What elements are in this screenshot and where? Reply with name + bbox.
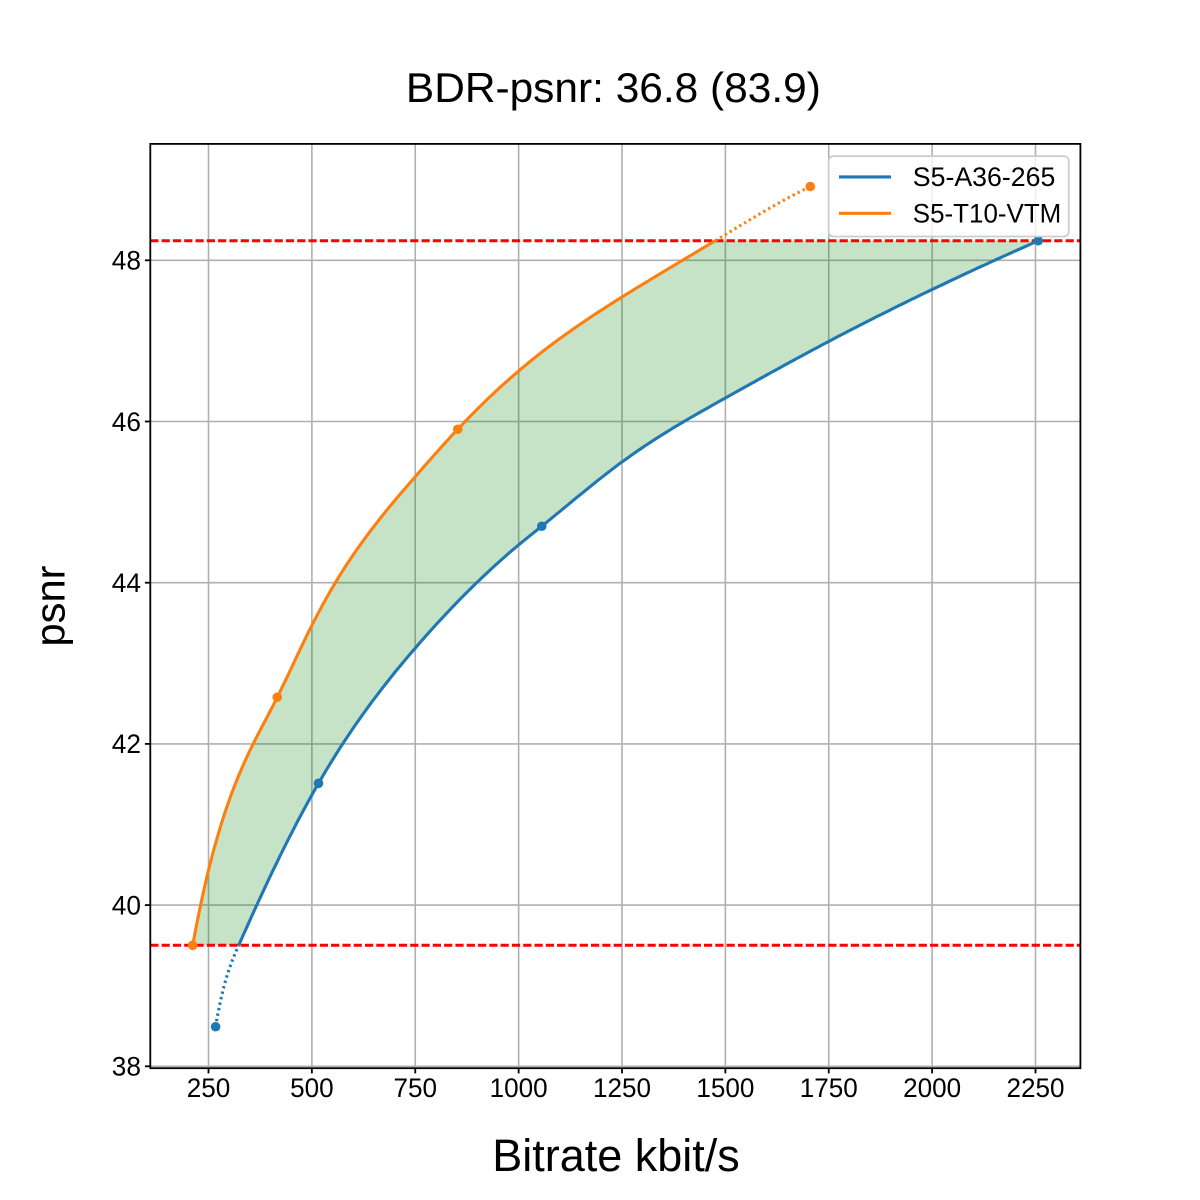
svg-text:1500: 1500	[696, 1073, 754, 1103]
svg-text:250: 250	[187, 1073, 231, 1103]
svg-text:500: 500	[290, 1073, 334, 1103]
svg-text:psnr: psnr	[27, 565, 74, 646]
svg-text:750: 750	[394, 1073, 438, 1103]
svg-text:44: 44	[112, 568, 141, 598]
svg-text:Bitrate kbit/s: Bitrate kbit/s	[492, 1130, 740, 1181]
svg-text:S5-A36-265: S5-A36-265	[913, 162, 1055, 192]
svg-text:2250: 2250	[1007, 1073, 1065, 1103]
svg-text:48: 48	[112, 246, 141, 276]
svg-text:1000: 1000	[490, 1073, 548, 1103]
svg-text:42: 42	[112, 729, 141, 759]
svg-text:46: 46	[112, 407, 141, 437]
svg-text:40: 40	[112, 890, 141, 920]
svg-text:2000: 2000	[903, 1073, 961, 1103]
svg-text:1750: 1750	[800, 1073, 858, 1103]
svg-text:S5-T10-VTM: S5-T10-VTM	[913, 199, 1062, 229]
svg-text:38: 38	[112, 1052, 141, 1082]
svg-text:BDR-psnr: 36.8 (83.9): BDR-psnr: 36.8 (83.9)	[406, 64, 821, 111]
svg-text:1250: 1250	[593, 1073, 651, 1103]
